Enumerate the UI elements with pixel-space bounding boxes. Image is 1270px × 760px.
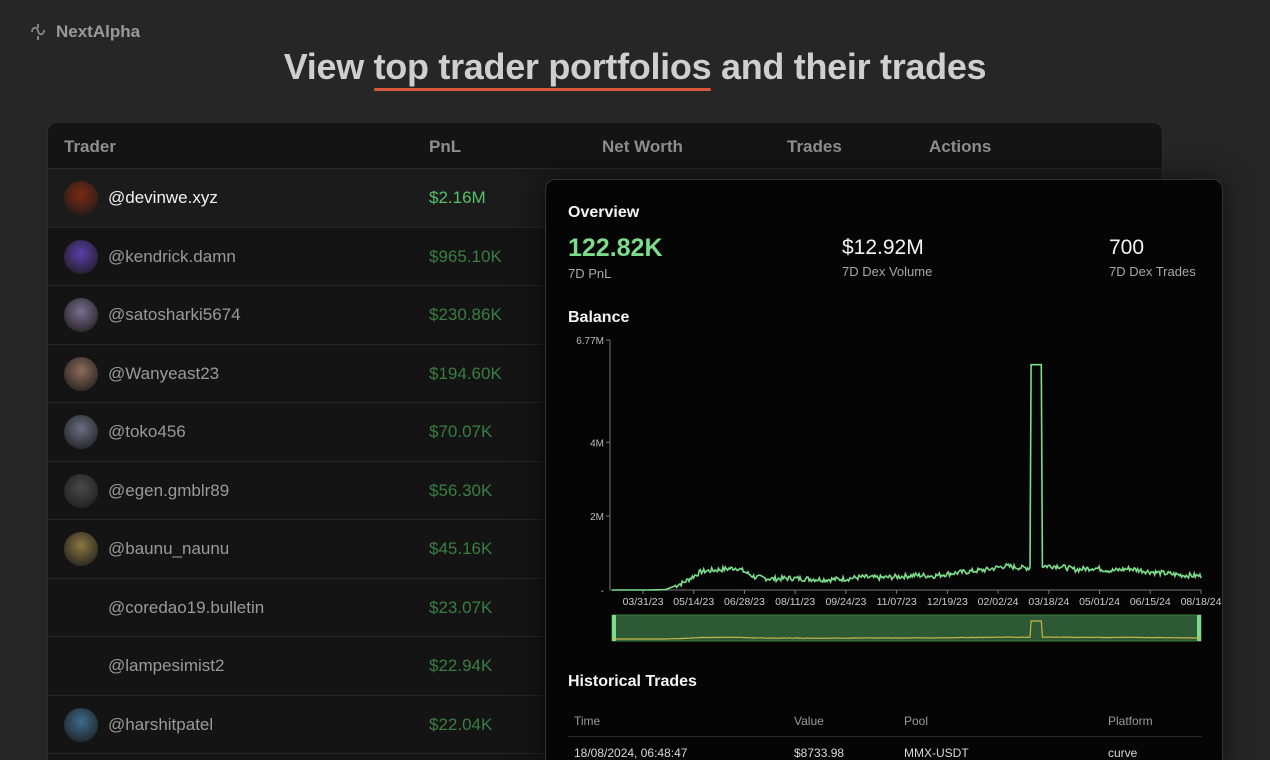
- brand-logo[interactable]: NextAlpha: [28, 22, 140, 42]
- x-tick-label: 03/18/24: [1028, 596, 1069, 608]
- brand-name: NextAlpha: [56, 22, 141, 41]
- trader-pnl: $22.94K: [429, 656, 493, 675]
- brush-handle-right: [1197, 615, 1201, 641]
- col-net-worth[interactable]: Net Worth: [602, 137, 683, 156]
- col-value: Value: [794, 714, 824, 728]
- x-tick-label: 02/02/24: [978, 596, 1019, 608]
- trader-handle[interactable]: @satosharki5674: [108, 305, 241, 324]
- range-brush: [611, 614, 1202, 642]
- historical-title: Historical Trades: [568, 673, 697, 690]
- y-tick-label: 4M: [590, 438, 604, 449]
- trade-value: $8733.98: [794, 746, 845, 760]
- table-row[interactable]: @toko456 $70.07K: [48, 403, 1162, 462]
- x-tick-label: 08/11/23: [775, 596, 815, 608]
- trader-handle[interactable]: @coredao19.bulletin: [108, 597, 265, 617]
- trader-handle[interactable]: @toko456: [108, 422, 186, 441]
- page-title: View top trader portfolios and their tra…: [0, 46, 1270, 88]
- x-tick-label: 03/31/23: [623, 596, 664, 608]
- col-actions: Actions: [929, 137, 992, 156]
- trader-handle[interactable]: @egen.gmblr89: [108, 480, 230, 500]
- avatar: [64, 356, 98, 391]
- pnl-label: 7D PnL: [568, 266, 612, 281]
- balance-title: Balance: [568, 309, 630, 326]
- trader-pnl: $194.60K: [429, 363, 502, 383]
- trader-handle[interactable]: @devinwe.xyz: [108, 188, 218, 207]
- hero-suffix: and their trades: [711, 46, 987, 87]
- trader-pnl: $70.07K: [429, 422, 493, 441]
- x-tick-label: 09/24/23: [825, 596, 866, 608]
- col-pnl[interactable]: PnL: [429, 137, 462, 156]
- avatar: [64, 473, 98, 508]
- trader-pnl: $22.04K: [429, 714, 493, 734]
- overview-panel: Overview 122.82K 7D PnL $12.92M 7D Dex V…: [545, 179, 1223, 760]
- logo-icon: [31, 24, 45, 40]
- col-platform: Platform: [1108, 714, 1153, 728]
- table-header: Trader PnL Net Worth Trades Actions: [48, 123, 1162, 169]
- hero-highlight: top trader portfolios: [373, 46, 712, 87]
- trader-handle[interactable]: @harshitpatel: [108, 714, 214, 734]
- trades-label: 7D Dex Trades: [1109, 264, 1196, 279]
- x-tick-label: 05/01/24: [1079, 596, 1120, 608]
- brush-handle-left: [612, 615, 616, 641]
- trader-handle[interactable]: @kendrick.damn: [108, 246, 236, 266]
- trades-header: Time Value Pool Platform: [568, 705, 1202, 737]
- x-tick-label: 12/19/23: [927, 596, 968, 608]
- trader-pnl: $230.86K: [429, 305, 502, 324]
- y-tick-label: 6.77M: [576, 336, 604, 347]
- avatar: [64, 298, 98, 332]
- brush-line: [612, 620, 1202, 640]
- x-tick-label: 11/07/23: [877, 596, 917, 608]
- trader-handle[interactable]: @baunu_naunu: [108, 539, 230, 558]
- historical-trades-table: Time Value Pool Platform 18/08/2024, 06:…: [568, 705, 1202, 760]
- trade-platform: curve: [1108, 746, 1138, 760]
- table-row[interactable]: @kendrick.damn $965.10K: [48, 228, 1162, 286]
- trader-pnl: $45.16K: [429, 539, 493, 558]
- volume-label: 7D Dex Volume: [842, 264, 933, 279]
- trader-pnl: $56.30K: [429, 480, 493, 500]
- volume-value: $12.92M: [842, 236, 924, 259]
- trader-handle[interactable]: @Wanyeast23: [108, 363, 220, 383]
- y-tick-label-zero: -: [601, 586, 604, 597]
- balance-line: [612, 363, 1202, 591]
- trader-handle[interactable]: @lampesimist2: [108, 656, 225, 675]
- avatar: [64, 707, 98, 742]
- x-tick-label: 05/14/23: [673, 596, 714, 608]
- trader-pnl: $23.07K: [429, 597, 493, 617]
- x-tick-label: 08/18/24: [1181, 596, 1222, 608]
- avatar: [64, 415, 98, 449]
- avatar: [64, 532, 98, 566]
- col-time: Time: [574, 714, 601, 728]
- trade-time: 18/08/2024, 06:48:47: [574, 746, 688, 760]
- overview-title: Overview: [568, 204, 640, 221]
- x-tick-label: 06/28/23: [724, 596, 765, 608]
- trader-pnl: $965.10K: [429, 246, 502, 266]
- pnl-value: 122.82K: [568, 234, 663, 262]
- trades-value: 700: [1109, 236, 1145, 259]
- col-trades[interactable]: Trades: [787, 137, 842, 156]
- col-trader[interactable]: Trader: [64, 137, 116, 156]
- y-tick-label: 2M: [590, 512, 604, 523]
- col-pool: Pool: [904, 714, 929, 728]
- trade-row[interactable]: 18/08/2024, 06:48:47 $8733.98 MMX-USDT c…: [568, 737, 1202, 760]
- hero-prefix: View: [283, 46, 374, 87]
- avatar: [64, 181, 98, 215]
- avatar: [64, 239, 98, 274]
- x-tick-label: 06/15/24: [1130, 596, 1171, 608]
- trade-pool: MMX-USDT: [904, 746, 969, 760]
- balance-chart[interactable]: 6.77M 4M 2M - 03/31/23 05/14/23 06/28/23 08/11/…: [546, 330, 1222, 650]
- trader-pnl: $2.16M: [429, 188, 486, 207]
